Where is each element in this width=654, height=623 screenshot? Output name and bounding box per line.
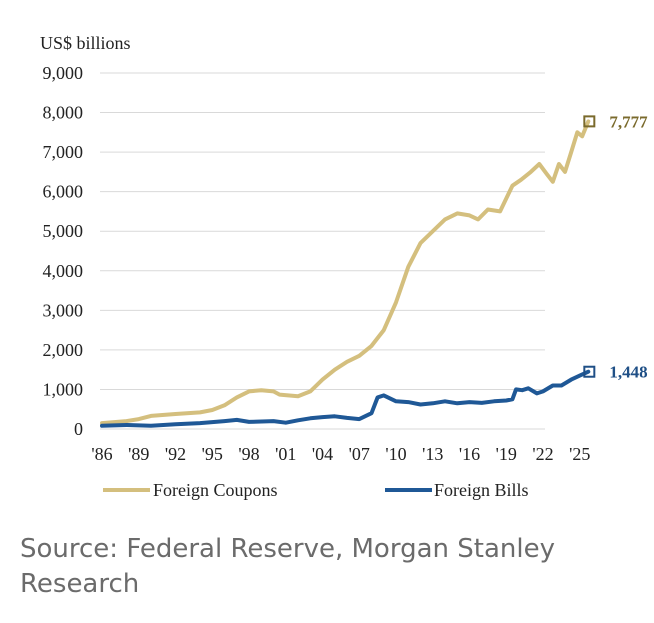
y-tick-label: 4,000 <box>43 261 84 281</box>
legend-label: Foreign Coupons <box>153 480 278 500</box>
y-tick-label: 5,000 <box>43 221 84 241</box>
x-tick-label: '10 <box>385 444 406 464</box>
y-tick-label: 7,000 <box>43 142 84 162</box>
series-line-foreign-bills <box>100 369 591 428</box>
x-tick-label: '92 <box>165 444 186 464</box>
y-tick-label: 2,000 <box>43 340 84 360</box>
x-tick-label: '13 <box>422 444 443 464</box>
y-tick-label: 3,000 <box>43 300 84 320</box>
end-marker <box>583 115 596 128</box>
series-line-foreign-coupons <box>100 119 591 426</box>
x-tick-label: '86 <box>91 444 112 464</box>
y-tick-label: 6,000 <box>43 182 84 202</box>
y-tick-label: 1,000 <box>43 379 84 399</box>
y-axis: 0 1,000 2,000 3,000 4,000 5,000 6,000 7,000 8,00… <box>43 63 84 439</box>
end-marker <box>583 365 596 378</box>
end-value-label: 7,777 <box>609 112 648 131</box>
x-tick-label: '25 <box>569 444 590 464</box>
legend: Foreign Coupons Foreign Bills <box>103 480 529 500</box>
end-value-label: 1,448 <box>609 363 647 382</box>
grid <box>100 72 545 430</box>
end-labels: 7,777 1,448 <box>583 112 648 382</box>
x-tick-label: '89 <box>128 444 149 464</box>
series-group <box>100 119 591 428</box>
legend-label: Foreign Bills <box>434 480 529 500</box>
x-tick-label: '16 <box>459 444 480 464</box>
x-tick-label: '22 <box>532 444 553 464</box>
line-chart: US$ billions 0 1,000 2,000 3,000 4,000 5,000 6… <box>40 33 648 500</box>
x-tick-label: '01 <box>275 444 296 464</box>
y-tick-label: 0 <box>74 419 83 439</box>
x-tick-label: '95 <box>202 444 223 464</box>
x-tick-label: '07 <box>349 444 370 464</box>
y-tick-label: 8,000 <box>43 103 84 123</box>
y-axis-label: US$ billions <box>40 33 131 53</box>
source-caption: Source: Federal Reserve, Morgan Stanley … <box>20 534 555 599</box>
y-tick-label: 9,000 <box>43 63 84 83</box>
x-tick-label: '04 <box>312 444 333 464</box>
x-axis: '86 '89 '92 '95 '98 '01 '04 '07 '10 '13 '16 '19 '22 '… <box>91 444 590 464</box>
x-tick-label: '98 <box>238 444 259 464</box>
x-tick-label: '19 <box>496 444 517 464</box>
